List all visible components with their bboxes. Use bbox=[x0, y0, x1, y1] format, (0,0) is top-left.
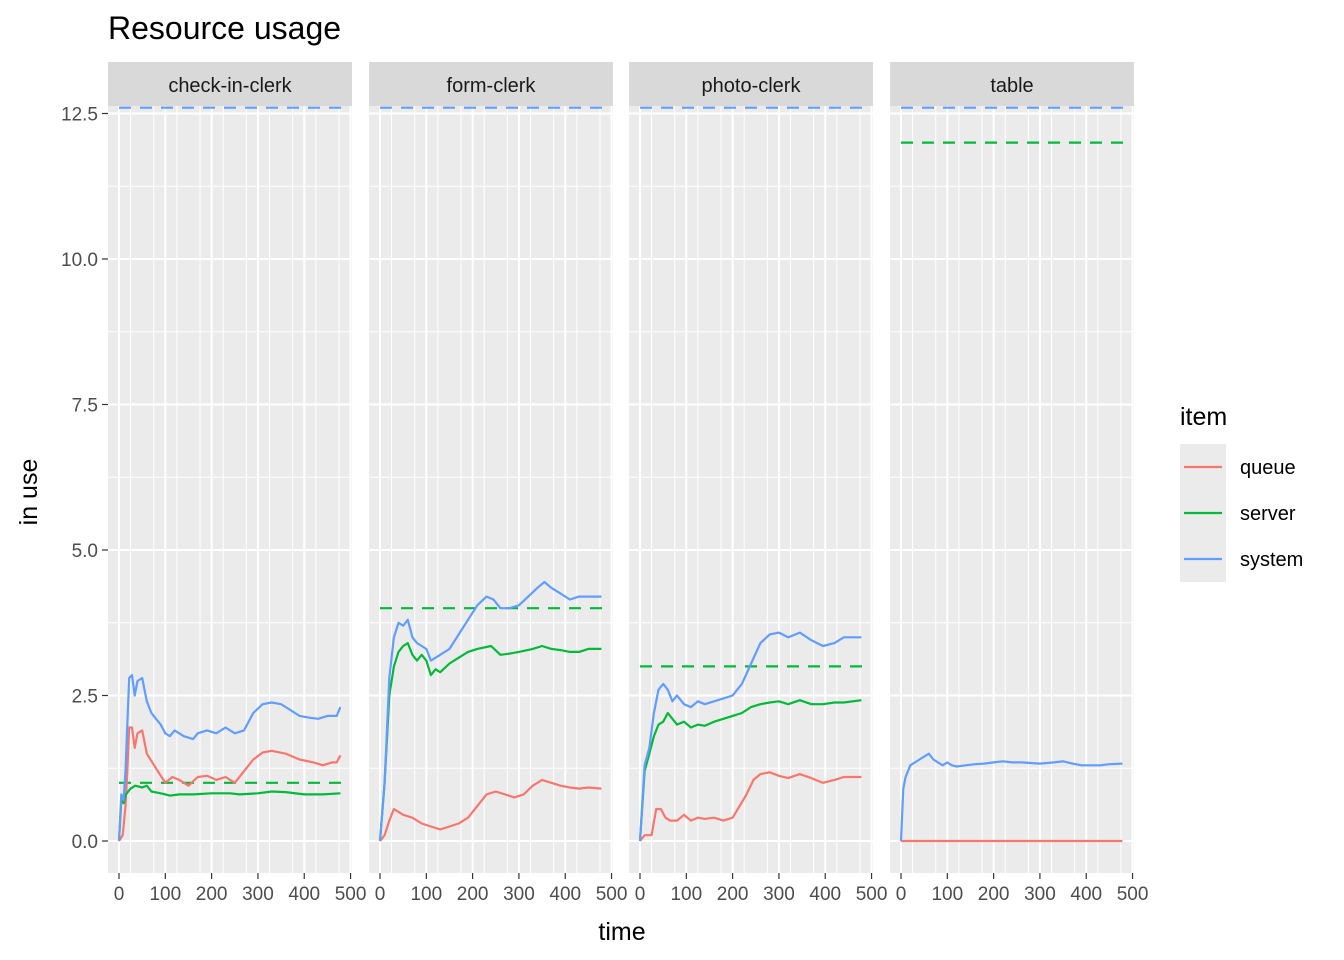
facet-strip bbox=[629, 62, 873, 106]
facet-strip-label: photo-clerk bbox=[702, 75, 802, 97]
facet-panels: check-in-clerk 0 100 200 300 400 500 0.0 2.5 5.0 7… bbox=[61, 62, 1148, 905]
legend-label-system: system bbox=[1240, 549, 1303, 571]
x-tick-label: 300 bbox=[242, 884, 274, 905]
x-tick-label: 300 bbox=[503, 884, 535, 905]
x-tick-label: 500 bbox=[856, 884, 888, 905]
panel-background bbox=[108, 106, 352, 873]
facet-strip-label: form-clerk bbox=[447, 75, 537, 97]
y-axis-title: in use bbox=[15, 459, 43, 526]
facet-strip-label: check-in-clerk bbox=[168, 75, 292, 97]
series-line-queue bbox=[639, 771, 862, 842]
x-tick-label: 100 bbox=[149, 884, 181, 905]
x-tick-label: 100 bbox=[410, 884, 442, 905]
x-tick-label: 200 bbox=[457, 884, 489, 905]
x-tick-label: 0 bbox=[375, 884, 386, 905]
facet-strip-label: table bbox=[990, 75, 1033, 97]
y-tick-label: 5.0 bbox=[72, 541, 98, 562]
x-tick-label: 400 bbox=[1070, 884, 1102, 905]
series-line-system bbox=[638, 631, 862, 842]
series-line-queue bbox=[379, 778, 602, 842]
series-line-queue bbox=[118, 726, 342, 842]
x-tick-label: 300 bbox=[763, 884, 795, 905]
series-line-system bbox=[117, 674, 342, 842]
facet-panel-table: table 0 100 200 300 400 500 bbox=[890, 62, 1148, 905]
x-tick-label: 300 bbox=[1024, 884, 1056, 905]
panel-background bbox=[369, 106, 613, 873]
y-tick-label: 12.5 bbox=[61, 105, 98, 126]
x-tick-label: 400 bbox=[288, 884, 320, 905]
facet-panel-check-in-clerk: check-in-clerk 0 100 200 300 400 500 0.0 2.5 5.0 7… bbox=[61, 62, 366, 905]
x-tick-label: 500 bbox=[335, 884, 367, 905]
panel-background bbox=[890, 106, 1134, 873]
y-tick-label: 0.0 bbox=[72, 832, 98, 853]
x-tick-label: 500 bbox=[596, 884, 628, 905]
x-tick-label: 0 bbox=[114, 884, 125, 905]
x-tick-label: 200 bbox=[717, 884, 749, 905]
y-tick-label: 2.5 bbox=[72, 687, 98, 708]
series-line-server bbox=[378, 642, 602, 842]
facet-strip bbox=[369, 62, 613, 106]
series-line-server bbox=[117, 784, 341, 842]
x-tick-label: 0 bbox=[635, 884, 646, 905]
facet-strip bbox=[890, 62, 1134, 106]
legend-label-queue: queue bbox=[1240, 457, 1296, 479]
chart-title: Resource usage bbox=[108, 10, 341, 46]
y-tick-label: 7.5 bbox=[72, 396, 98, 417]
x-tick-label: 500 bbox=[1117, 884, 1149, 905]
x-tick-label: 0 bbox=[896, 884, 907, 905]
facet-panel-photo-clerk: photo-clerk 0 100 200 300 400 500 bbox=[629, 62, 887, 905]
x-tick-label: 400 bbox=[549, 884, 581, 905]
x-tick-label: 200 bbox=[196, 884, 228, 905]
series-line-server bbox=[638, 699, 862, 842]
series-line-system bbox=[899, 752, 1123, 842]
series-line-system bbox=[378, 580, 602, 842]
x-tick-label: 100 bbox=[931, 884, 963, 905]
x-tick-label: 400 bbox=[809, 884, 841, 905]
x-axis-title: time bbox=[598, 918, 645, 946]
legend: item queue server system bbox=[1180, 403, 1303, 582]
panel-background bbox=[629, 106, 873, 873]
x-tick-label: 200 bbox=[978, 884, 1010, 905]
legend-label-server: server bbox=[1240, 503, 1296, 525]
legend-title: item bbox=[1180, 403, 1227, 431]
y-tick-label: 10.0 bbox=[61, 250, 98, 271]
x-tick-label: 100 bbox=[670, 884, 702, 905]
facet-panel-form-clerk: form-clerk 0 100 200 300 400 500 bbox=[369, 62, 627, 905]
facet-strip bbox=[108, 62, 352, 106]
